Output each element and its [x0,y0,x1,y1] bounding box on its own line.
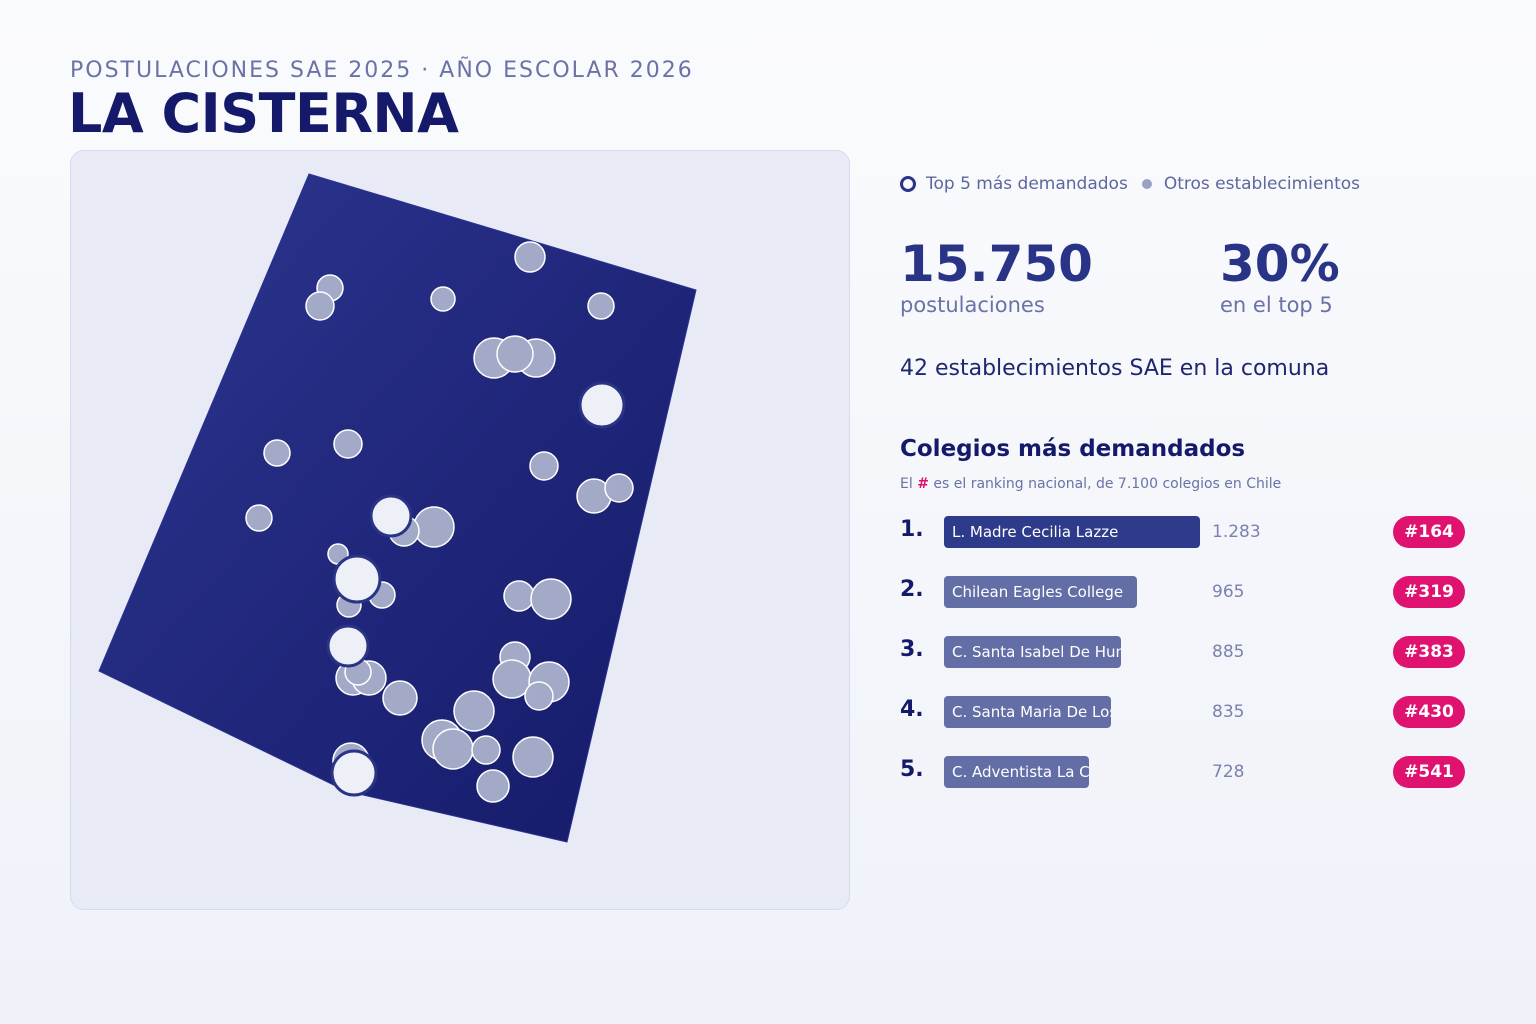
school-marker [432,728,474,770]
applications-stat: 15.750 postulaciones [900,236,1093,318]
school-marker [496,335,534,373]
page-subtitle: POSTULACIONES SAE 2025 · AÑO ESCOLAR 202… [70,58,694,83]
school-marker [530,578,572,620]
ranking-row: 1. L. Madre Cecilia Lazze 1.283 #164 [900,515,1470,549]
school-marker [503,580,535,612]
school-name: L. Madre Cecilia Lazze [952,523,1119,541]
school-marker [476,769,510,803]
applications-bar: L. Madre Cecilia Lazze [944,516,1200,548]
school-marker [245,504,273,532]
national-rank-badge: #541 [1393,756,1465,788]
school-marker [382,680,418,716]
top5-school-marker [369,494,413,538]
applications-bar: Chilean Eagles College [944,576,1137,608]
applications-count: 1.283 [1212,522,1261,542]
applications-label: postulaciones [900,293,1045,317]
applications-bar: C. Santa Maria De Los [944,696,1111,728]
rank-position: 5. [900,757,924,782]
ranking-row: 2. Chilean Eagles College 965 #319 [900,575,1470,609]
commune-map [98,173,697,843]
school-marker [514,241,546,273]
applications-count: 885 [1212,642,1245,662]
applications-count: 728 [1212,762,1245,782]
applications-bar: C. Santa Isabel De Hun [944,636,1121,668]
applications-bar: C. Adventista La Ciste [944,756,1089,788]
top5-share-value: 30% [1220,235,1340,293]
ranking-row: 3. C. Santa Isabel De Hun 885 #383 [900,635,1470,669]
school-marker [333,429,363,459]
school-marker [524,681,554,711]
school-marker [587,292,615,320]
page-title: LA CISTERNA [68,82,459,145]
top5-school-marker [326,624,370,668]
others-dot-icon [1141,179,1152,189]
ranking-row: 4. C. Santa Maria De Los 835 #430 [900,695,1470,729]
ranking-note: El # es el ranking nacional, de 7.100 co… [900,476,1281,492]
school-marker [430,286,456,312]
school-marker [512,736,554,778]
school-marker [413,506,455,548]
legend-top5-label: Top 5 más demandados [926,174,1128,194]
legend-others-label: Otros establecimientos [1163,174,1361,194]
national-rank-badge: #164 [1393,516,1465,548]
school-name: Chilean Eagles College [952,583,1124,601]
map-legend: Top 5 más demandados Otros establecimien… [900,174,1360,194]
national-rank-badge: #319 [1393,576,1465,608]
ranking-title: Colegios más demandados [900,436,1246,462]
top5-school-marker [330,749,378,797]
national-rank-badge: #430 [1393,696,1465,728]
school-name: C. Santa Maria De Los [952,703,1111,721]
rank-position: 1. [900,517,924,542]
top5-share-label: en el top 5 [1220,293,1333,317]
rank-position: 2. [900,577,924,602]
school-marker [453,690,495,732]
top5-school-marker [578,381,626,429]
rank-position: 4. [900,697,924,722]
applications-value: 15.750 [900,235,1093,293]
ranking-note-suffix: es el ranking nacional, de 7.100 colegio… [933,476,1282,492]
schools-count: 42 establecimientos SAE en la comuna [900,356,1330,381]
school-marker [263,439,291,467]
applications-count: 965 [1212,582,1245,602]
school-name: C. Adventista La Ciste [952,763,1089,781]
school-marker [305,291,335,321]
map-panel [70,150,850,910]
top5-school-marker [332,554,382,604]
rank-position: 3. [900,637,924,662]
national-rank-badge: #383 [1393,636,1465,668]
top5-ring-icon [900,176,916,192]
school-marker [471,735,501,765]
school-name: C. Santa Isabel De Hun [952,643,1121,661]
school-marker [604,473,634,503]
ranking-row: 5. C. Adventista La Ciste 728 #541 [900,755,1470,789]
applications-count: 835 [1212,702,1245,722]
school-marker [529,451,559,481]
ranking-note-prefix: El [900,476,913,492]
ranking-note-hash: # [917,476,929,492]
top5-share-stat: 30% en el top 5 [1220,236,1340,318]
